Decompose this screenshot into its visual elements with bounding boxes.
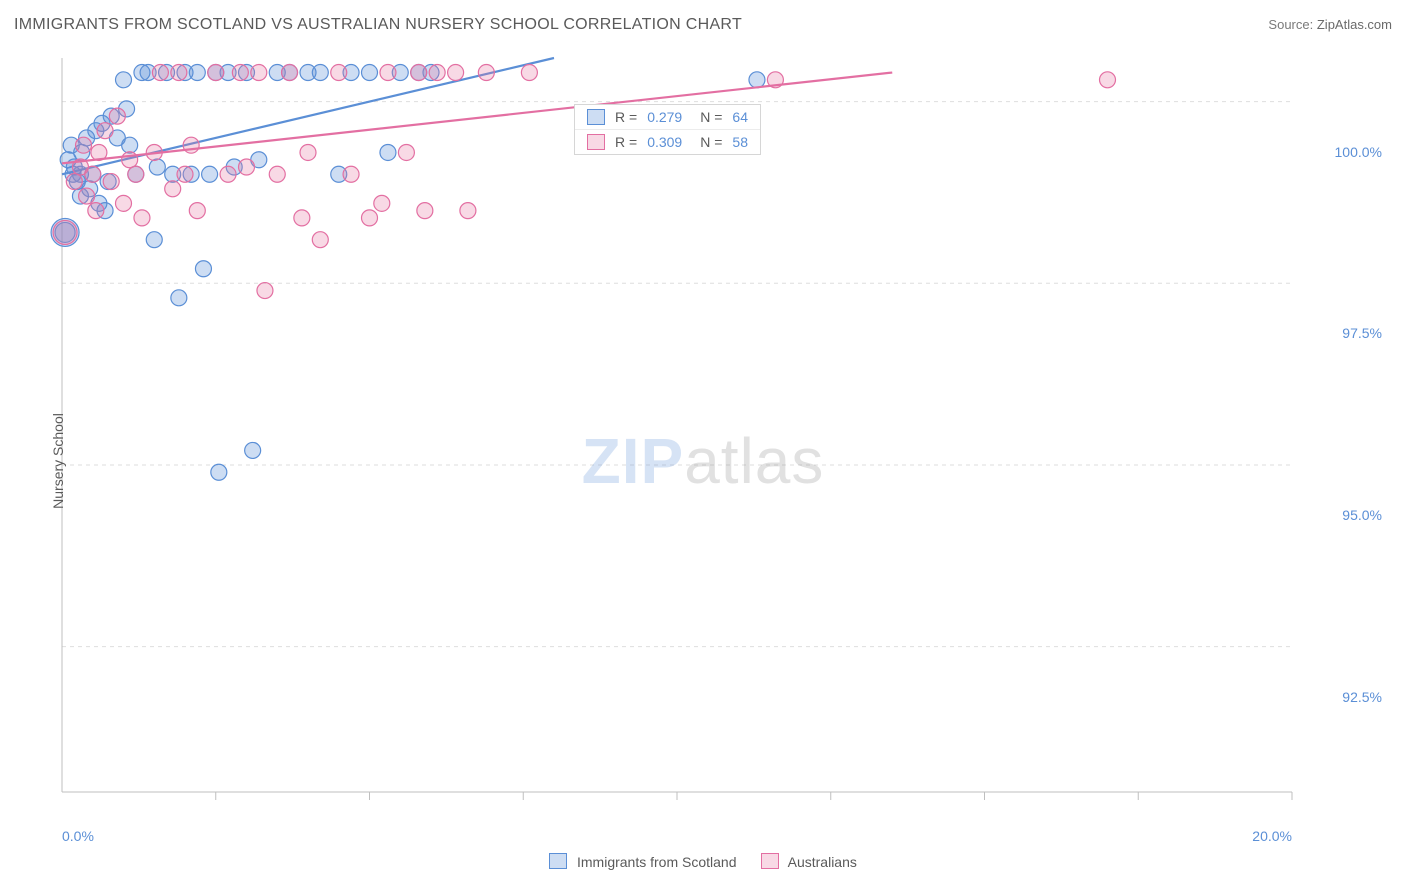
stat-n-value: 64 xyxy=(732,109,748,125)
stat-row-australians: R = 0.309 N = 58 xyxy=(575,130,760,154)
chart-header: IMMIGRANTS FROM SCOTLAND VS AUSTRALIAN N… xyxy=(14,16,1392,34)
legend-swatch-australians xyxy=(761,853,779,869)
stat-r-value: 0.309 xyxy=(647,134,682,150)
stat-row-scotland: R = 0.279 N = 64 xyxy=(575,105,760,130)
stat-r-label: R = xyxy=(615,109,637,125)
legend-item-australians: Australians xyxy=(761,853,857,870)
y-axis-label: Nursery School xyxy=(50,413,66,509)
x-axis-min: 0.0% xyxy=(62,828,94,844)
legend-swatch-scotland xyxy=(549,853,567,869)
correlation-legend: R = 0.279 N = 64 R = 0.309 N = 58 xyxy=(574,104,761,155)
source-name: ZipAtlas.com xyxy=(1317,17,1392,32)
stat-swatch-icon xyxy=(587,134,605,150)
chart-title: IMMIGRANTS FROM SCOTLAND VS AUSTRALIAN N… xyxy=(14,16,742,34)
chart-area: Nursery School ZIPatlas R =0.279N =64R =… xyxy=(14,50,1392,872)
stat-n-value: 58 xyxy=(732,134,748,150)
stat-r-label: R = xyxy=(615,134,637,150)
series-legend: Immigrants from Scotland Australians xyxy=(14,853,1392,870)
source-label: Source: xyxy=(1268,17,1313,32)
legend-label-scotland: Immigrants from Scotland xyxy=(577,854,737,870)
chart-source: Source: ZipAtlas.com xyxy=(1268,17,1392,32)
x-axis-max: 20.0% xyxy=(1252,828,1292,844)
stat-r-value: 0.279 xyxy=(647,109,682,125)
stat-n-label: N = xyxy=(700,134,722,150)
scatter-plot xyxy=(14,50,1392,872)
x-axis-tick-labels: 0.0% 20.0% xyxy=(62,828,1292,844)
stat-swatch-icon xyxy=(587,109,605,125)
legend-item-scotland: Immigrants from Scotland xyxy=(549,853,736,870)
stat-n-label: N = xyxy=(700,109,722,125)
legend-label-australians: Australians xyxy=(788,854,857,870)
